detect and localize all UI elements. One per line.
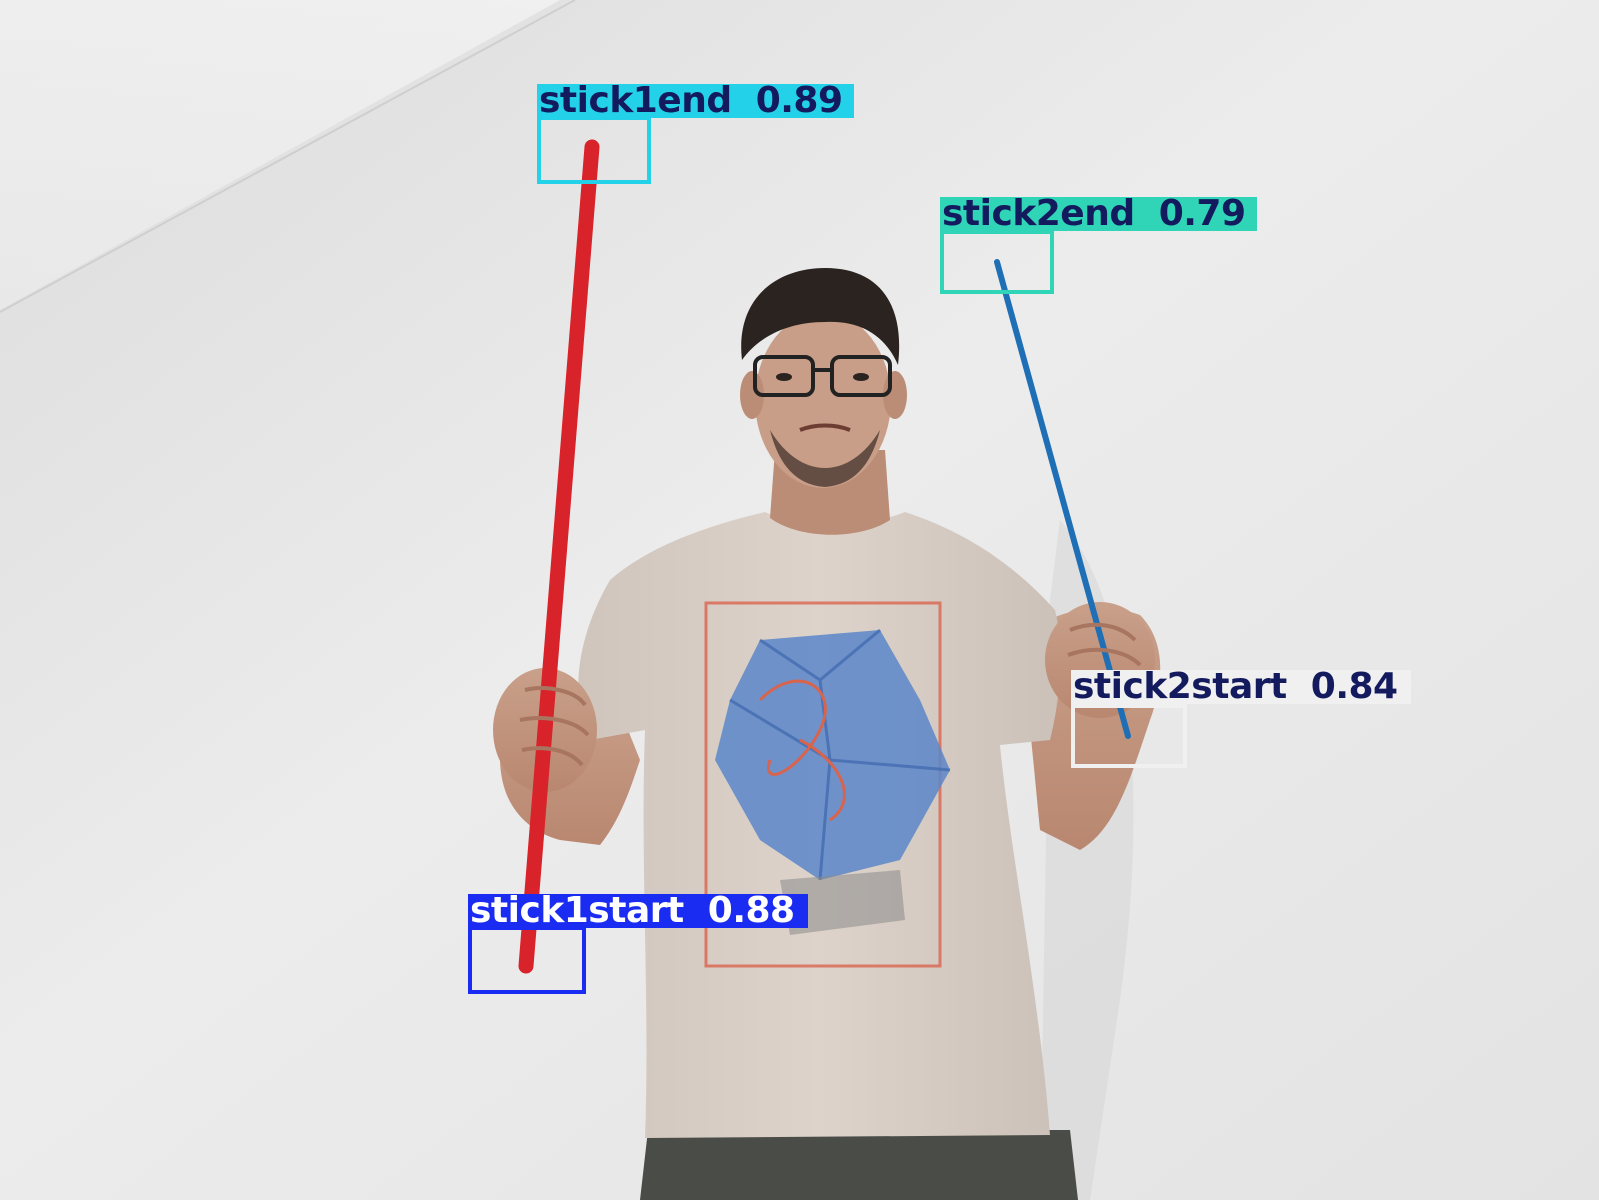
blue-stick <box>994 259 1131 739</box>
glasses-right <box>830 355 892 397</box>
face <box>755 312 891 488</box>
print-dots <box>780 870 905 935</box>
glasses-left <box>753 355 815 397</box>
ceiling <box>0 0 560 310</box>
hair <box>741 268 900 365</box>
detection-box-stick1end <box>537 116 651 184</box>
ear-left <box>740 371 764 419</box>
detection-label-stick2start: stick2start 0.84 <box>1071 669 1411 705</box>
ceiling-edge <box>0 0 576 313</box>
detection-label-stick1end: stick1end 0.89 <box>537 83 854 119</box>
detection-box-stick2start <box>1071 704 1187 768</box>
trousers <box>640 1130 1078 1200</box>
detection-label-stick2end: stick2end 0.79 <box>940 196 1257 232</box>
print-script <box>758 679 846 822</box>
detection-label-stick1start: stick1start 0.88 <box>468 893 808 929</box>
red-stick <box>518 139 600 974</box>
print-cubes <box>715 630 950 880</box>
beard <box>770 430 880 487</box>
detection-box-stick1start <box>468 926 586 994</box>
detection-box-stick2end <box>940 230 1054 294</box>
